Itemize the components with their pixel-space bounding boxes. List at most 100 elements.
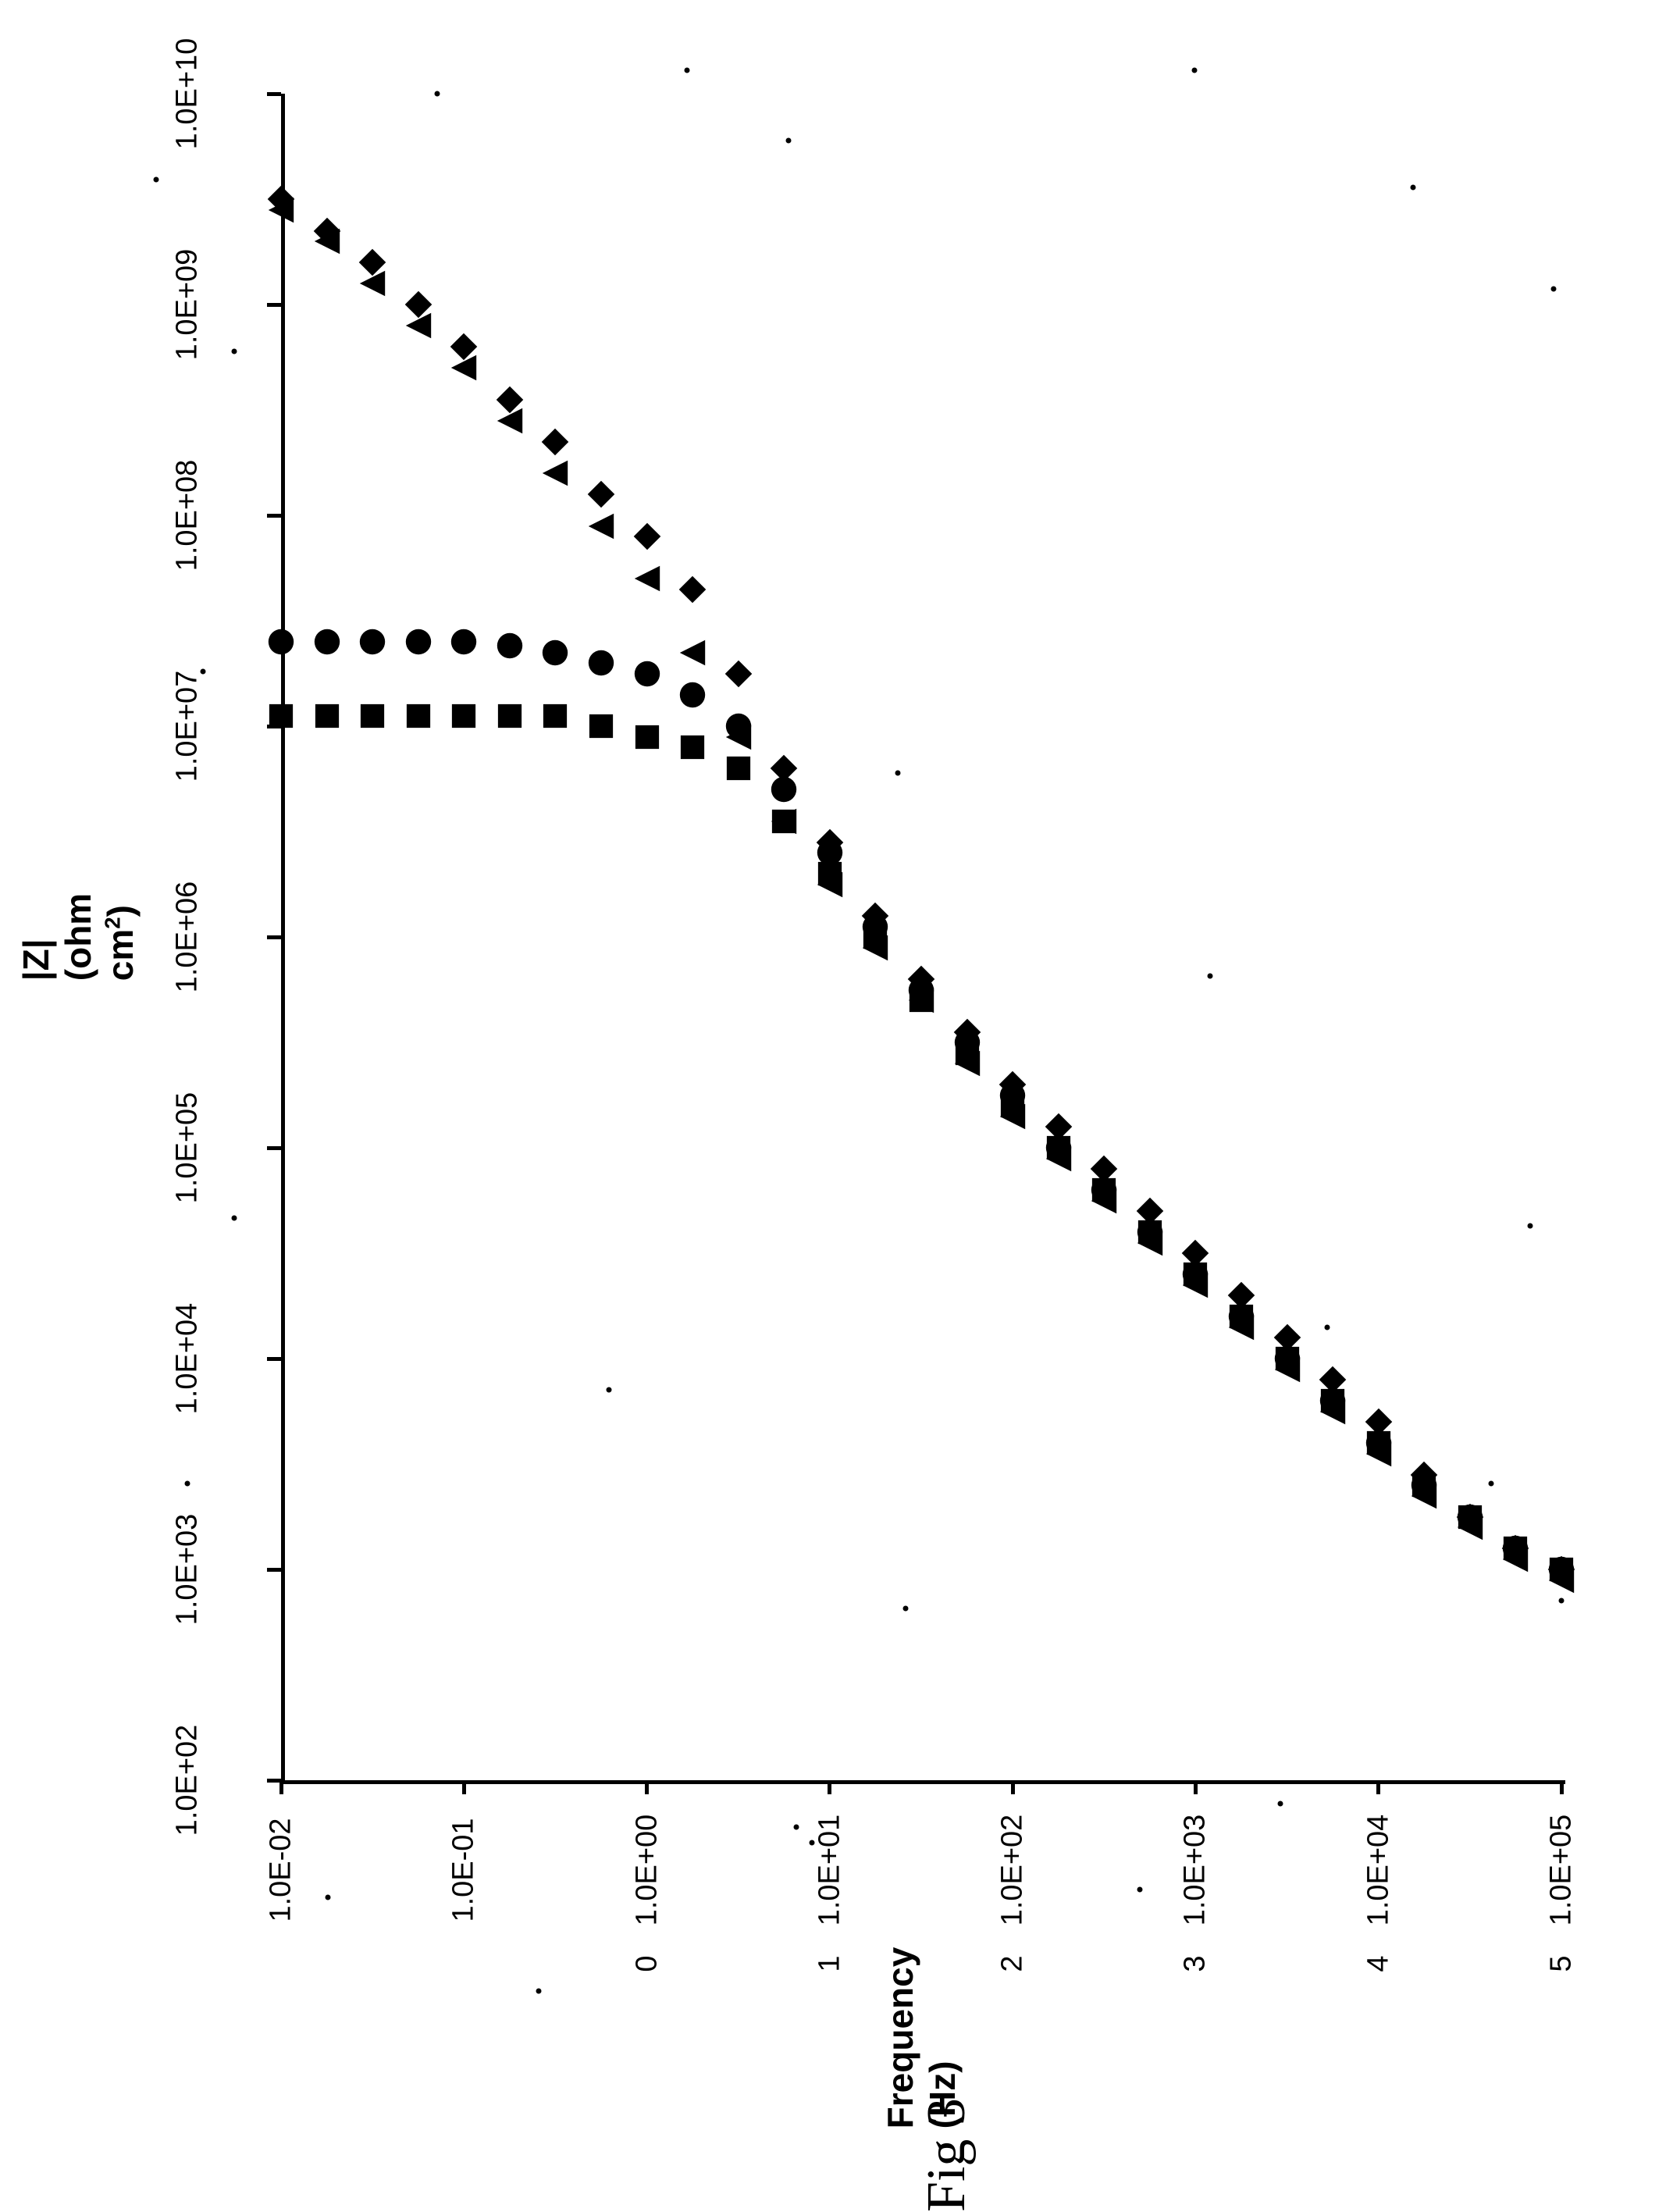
tick (1194, 1780, 1198, 1794)
marker-square (404, 702, 433, 730)
y-tick-label: 1.0E+06 (171, 882, 205, 993)
tick (267, 1568, 281, 1572)
scan-speckle (1137, 1887, 1143, 1893)
scan-speckle (1208, 974, 1213, 979)
scan-speckle (1278, 1801, 1283, 1807)
tick (267, 303, 281, 307)
y-tick-label: 1.0E+03 (171, 1514, 205, 1626)
marker-triangle (541, 459, 569, 487)
marker-triangle (450, 354, 478, 382)
scan-speckle (232, 1216, 237, 1221)
marker-square (861, 923, 889, 951)
marker-circle (358, 628, 386, 656)
tick (267, 514, 281, 518)
marker-square (313, 702, 341, 730)
scan-speckle (1551, 287, 1557, 292)
marker-square (587, 712, 615, 740)
marker-circle (541, 639, 569, 667)
marker-triangle (313, 227, 341, 255)
scan-speckle (201, 669, 206, 675)
x-tick-label: 1.0E+05 (1545, 1815, 1579, 1926)
scan-speckle (1559, 1598, 1565, 1604)
page: 1.0E+02 1.0E+03 1.0E+04 1.0E+05 1.0E+06 1.0E+… (0, 0, 1666, 2114)
scan-speckle (1489, 1481, 1494, 1487)
x-tick-label: 1.0E-01 (447, 1818, 481, 1922)
marker-diamond (541, 428, 569, 456)
tick (1376, 1780, 1380, 1794)
marker-circle (724, 712, 753, 740)
marker-square (678, 733, 707, 761)
y-axis-label: |Z| (ohm cm2) (15, 893, 141, 981)
scan-speckle (607, 1387, 612, 1393)
x-tick-label: 1.0E+00 (630, 1815, 664, 1926)
marker-square (1365, 1429, 1393, 1457)
x-tick-label: 1.0E+04 (1362, 1815, 1395, 1926)
marker-square (1136, 1218, 1164, 1246)
marker-triangle (587, 512, 615, 540)
figure-caption: Fig 3 (916, 2098, 978, 2212)
x-tick-short: 0 (630, 1955, 664, 1972)
tick (267, 935, 281, 939)
y-tick-label: 1.0E+04 (171, 1303, 205, 1415)
tick (267, 1146, 281, 1150)
marker-circle (678, 681, 707, 709)
marker-square (1273, 1345, 1301, 1373)
marker-square (907, 986, 935, 1014)
scan-speckle (232, 349, 237, 354)
marker-circle (450, 628, 478, 656)
marker-triangle (404, 312, 433, 340)
marker-triangle (678, 639, 707, 667)
scan-speckle (154, 177, 159, 183)
tick (267, 1357, 281, 1361)
marker-square (1227, 1302, 1255, 1330)
tick (828, 1780, 831, 1794)
x-tick-label: 1.0E+01 (813, 1815, 846, 1926)
tick (462, 1780, 466, 1794)
x-tick-label: 1.0E+03 (1179, 1815, 1212, 1926)
marker-circle (587, 649, 615, 677)
marker-square (1090, 1176, 1118, 1204)
scan-speckle (685, 68, 690, 73)
scan-speckle (1325, 1325, 1330, 1330)
marker-square (496, 702, 524, 730)
x-tick-short: 4 (1362, 1955, 1395, 1972)
x-tick-short: 5 (1545, 1955, 1579, 1972)
y-tick-label: 1.0E+10 (171, 38, 205, 150)
marker-square (1410, 1471, 1438, 1499)
scan-speckle (1192, 68, 1198, 73)
marker-triangle (633, 565, 661, 593)
tick (645, 1780, 649, 1794)
tick (279, 1780, 283, 1794)
scan-speckle (1411, 185, 1416, 191)
marker-circle (770, 775, 798, 803)
tick (267, 725, 281, 728)
scan-speckle (1528, 1224, 1533, 1229)
x-tick-short: 3 (1179, 1955, 1212, 1972)
marker-square (633, 723, 661, 751)
marker-square (358, 702, 386, 730)
marker-circle (267, 628, 295, 656)
marker-diamond (587, 480, 615, 508)
marker-triangle (267, 196, 295, 224)
scan-speckle (786, 138, 792, 144)
marker-square (1501, 1534, 1529, 1562)
scan-speckle (185, 1481, 190, 1487)
marker-circle (404, 628, 433, 656)
tick (267, 92, 281, 96)
marker-triangle (496, 407, 524, 435)
marker-circle (633, 660, 661, 688)
scan-speckle (435, 91, 440, 97)
marker-circle (313, 628, 341, 656)
scan-speckle (536, 1989, 542, 1994)
marker-square (816, 860, 844, 888)
x-tick-short: 2 (996, 1955, 1030, 1972)
marker-square (999, 1092, 1027, 1120)
scan-speckle (794, 1825, 799, 1830)
marker-square (1547, 1555, 1575, 1583)
marker-square (724, 754, 753, 782)
marker-diamond (724, 660, 753, 688)
y-tick-label: 1.0E+02 (171, 1725, 205, 1836)
marker-circle (496, 632, 524, 660)
marker-square (1456, 1503, 1484, 1531)
scan-speckle (810, 1840, 815, 1846)
